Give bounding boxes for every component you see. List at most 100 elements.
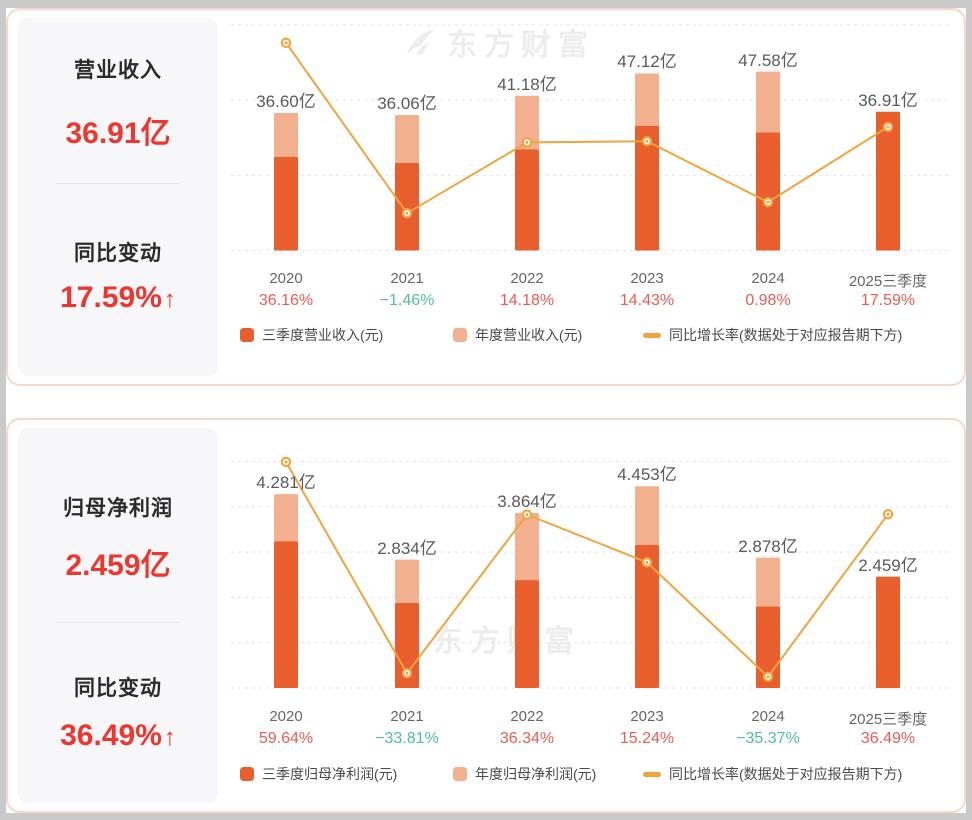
bar-2020-q3-segment[interactable] — [274, 156, 298, 251]
q3-bar-swatch-icon — [240, 767, 254, 781]
watermark-text: 东方财富 — [433, 625, 581, 658]
line-marker-dot — [886, 512, 890, 516]
line-marker-dot — [405, 671, 409, 675]
category-label-2024: 2024 — [751, 270, 785, 287]
bar-value-label-2021: 36.06亿 — [377, 93, 437, 113]
line-marker-dot — [525, 513, 529, 517]
up-arrow-icon: ↑ — [163, 286, 176, 313]
category-label-2022: 2022 — [510, 708, 544, 725]
legend-annual-revenue[interactable]: 年度营业收入(元) — [453, 325, 582, 345]
legend-yoy-growth[interactable]: 同比增长率(数据处于对应报告期下方) — [643, 764, 902, 784]
line-marker-dot — [645, 560, 649, 564]
bar-value-label-2024: 47.58亿 — [738, 50, 798, 70]
line-marker-dot — [525, 140, 529, 144]
eastmoney-logo-icon — [407, 29, 435, 55]
line-marker-dot — [284, 41, 288, 45]
pct-label-2022: 36.34% — [499, 730, 555, 747]
line-marker-dot — [886, 125, 890, 129]
category-label-2023: 2023 — [630, 708, 664, 725]
legend-annual-net-profit[interactable]: 年度归母净利润(元) — [453, 764, 596, 784]
category-label-2024: 2024 — [751, 708, 785, 725]
pct-label-2020: 59.64% — [258, 730, 314, 747]
pct-label-2023: 15.24% — [619, 730, 675, 747]
bar-2023-annual-segment[interactable] — [635, 486, 659, 545]
bar-2023-q3-segment[interactable] — [635, 544, 659, 688]
bar-2020-q3-segment[interactable] — [274, 541, 298, 688]
line-marker-dot — [645, 139, 649, 143]
yoy-growth-line — [285, 461, 889, 678]
net-profit-change-value: 36.49%↑ — [60, 719, 176, 752]
bar-2021-annual-segment[interactable] — [395, 114, 419, 163]
legend-yoy-growth[interactable]: 同比增长率(数据处于对应报告期下方) — [643, 325, 902, 345]
chart-widget-page: 东方财富 营业收入 36.91亿 同比变动 17.59%↑ 三季度营业收入(元)… — [6, 8, 966, 813]
yoy-growth-line — [285, 42, 889, 215]
line-swatch-icon — [643, 332, 661, 338]
bar-2025三季度-q3-segment[interactable] — [876, 576, 900, 688]
bar-value-label-2025三季度: 2.459亿 — [858, 555, 918, 575]
bar-2021-q3-segment[interactable] — [395, 162, 419, 251]
bar-value-label-2021: 2.834亿 — [377, 538, 437, 558]
eastmoney-watermark: 东方财富 — [404, 20, 595, 64]
line-marker-dot — [766, 200, 770, 204]
category-label-2020: 2020 — [269, 270, 303, 287]
panel-divider — [56, 183, 180, 184]
revenue-card: 东方财富 营业收入 36.91亿 同比变动 17.59%↑ 三季度营业收入(元)… — [6, 8, 966, 386]
bar-2020-annual-segment[interactable] — [274, 494, 298, 542]
net-profit-title: 归母净利润 — [63, 497, 173, 520]
bar-2023-annual-segment[interactable] — [635, 73, 659, 126]
bar-2025三季度-q3-segment[interactable] — [876, 111, 900, 251]
pct-label-2022: 14.18% — [499, 292, 555, 309]
bar-value-label-2023: 47.12亿 — [617, 52, 677, 72]
bar-2021-annual-segment[interactable] — [395, 559, 419, 603]
pct-label-2025三季度: 17.59% — [860, 292, 916, 309]
bar-value-label-2024: 2.878亿 — [738, 536, 798, 556]
panel-divider — [56, 622, 180, 623]
legend-q3-revenue[interactable]: 三季度营业收入(元) — [240, 325, 383, 345]
net-profit-value: 2.459亿 — [65, 549, 171, 582]
line-marker-dot — [405, 211, 409, 215]
net-profit-summary-panel: 归母净利润 2.459亿 同比变动 36.49%↑ — [18, 428, 218, 803]
bar-2022-q3-segment[interactable] — [515, 580, 539, 688]
bar-2023-q3-segment[interactable] — [635, 125, 659, 251]
annual-bar-swatch-icon — [453, 767, 467, 781]
bar-2020-annual-segment[interactable] — [274, 112, 298, 157]
bar-2022-annual-segment[interactable] — [515, 95, 539, 150]
net-profit-card: 东方财富 归母净利润 2.459亿 同比变动 36.49%↑ 三季度归母净利润(… — [6, 418, 966, 813]
pct-label-2021: −1.46% — [379, 292, 435, 309]
line-marker-dot — [284, 460, 288, 464]
line-marker-dot — [766, 675, 770, 679]
pct-label-2021: −33.81% — [375, 730, 439, 747]
bar-value-label-2020: 4.281亿 — [256, 473, 316, 493]
q3-bar-swatch-icon — [240, 328, 254, 342]
up-arrow-icon: ↑ — [163, 724, 176, 751]
bar-value-label-2020: 36.60亿 — [256, 91, 316, 111]
legend-q3-net-profit[interactable]: 三季度归母净利润(元) — [240, 764, 397, 784]
revenue-value: 36.91亿 — [65, 117, 171, 150]
watermark-text: 东方财富 — [447, 29, 595, 62]
pct-label-2020: 36.16% — [258, 292, 314, 309]
revenue-chart — [231, 24, 950, 251]
bar-2024-annual-segment[interactable] — [756, 557, 780, 607]
annual-bar-swatch-icon — [453, 328, 467, 342]
bar-2022-annual-segment[interactable] — [515, 512, 539, 581]
bar-value-label-2025三季度: 36.91亿 — [858, 90, 918, 110]
bar-value-label-2023: 4.453亿 — [617, 465, 677, 485]
category-label-2025三季度: 2025三季度 — [848, 711, 928, 728]
net-profit-change-title: 同比变动 — [74, 677, 162, 700]
bar-2024-q3-segment[interactable] — [756, 132, 780, 251]
revenue-change-value: 17.59%↑ — [60, 281, 176, 314]
category-label-2023: 2023 — [630, 270, 664, 287]
bar-2024-annual-segment[interactable] — [756, 71, 780, 133]
category-label-2020: 2020 — [269, 708, 303, 725]
pct-label-2024: −35.37% — [736, 730, 800, 747]
revenue-summary-panel: 营业收入 36.91亿 同比变动 17.59%↑ — [18, 18, 218, 376]
category-label-2021: 2021 — [390, 708, 424, 725]
pct-label-2023: 14.43% — [619, 292, 675, 309]
category-label-2021: 2021 — [390, 270, 424, 287]
bar-value-label-2022: 3.864亿 — [497, 491, 557, 511]
line-swatch-icon — [643, 771, 661, 777]
revenue-title: 营业收入 — [74, 59, 162, 82]
net-profit-chart — [231, 456, 950, 689]
category-label-2025三季度: 2025三季度 — [848, 273, 928, 290]
bar-2022-q3-segment[interactable] — [515, 149, 539, 251]
